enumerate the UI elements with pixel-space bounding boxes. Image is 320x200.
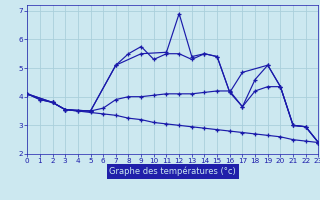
X-axis label: Graphe des températures (°c): Graphe des températures (°c)	[109, 167, 236, 176]
